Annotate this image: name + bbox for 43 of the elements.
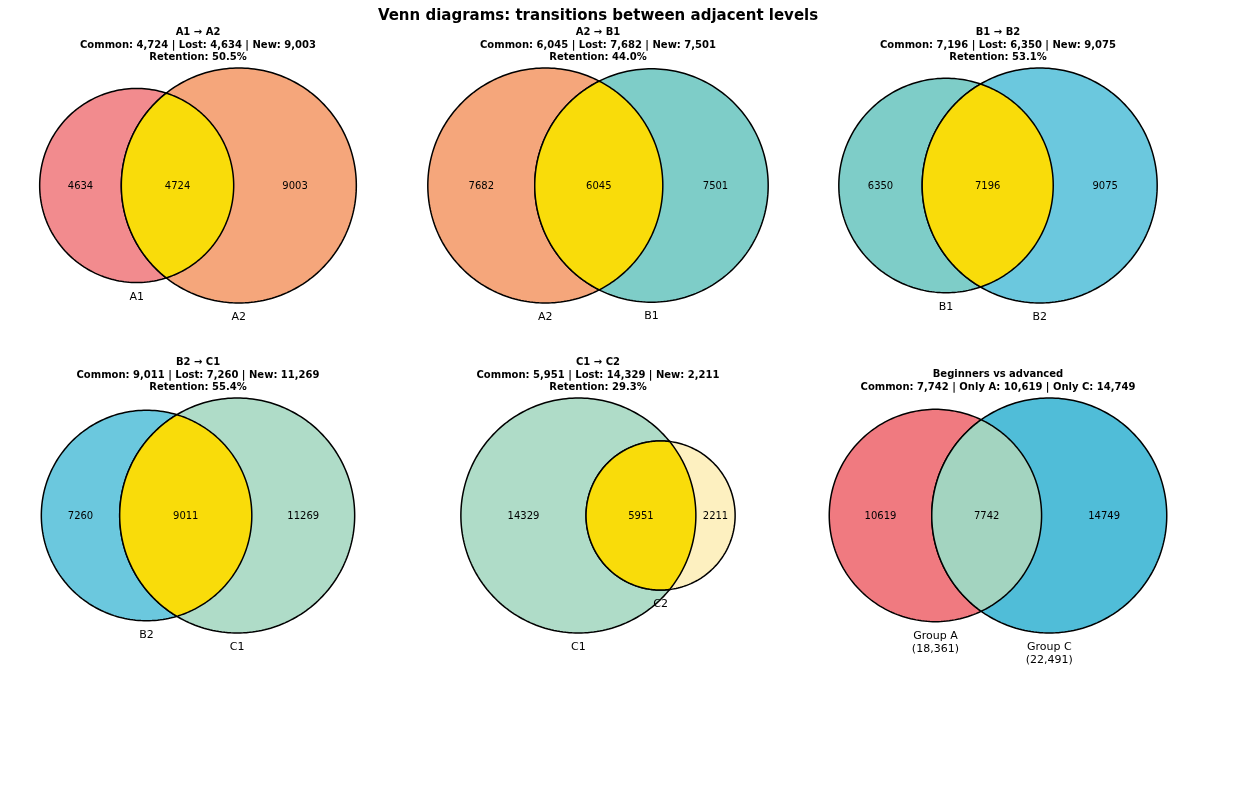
data-label: 10619 <box>864 509 897 521</box>
data-label: 7260 <box>67 509 94 521</box>
data-label: 9003 <box>282 179 308 191</box>
data-label: 7682 <box>468 179 494 191</box>
text: C1 → C2 <box>576 356 621 367</box>
text: Group A (18,361) <box>911 628 959 655</box>
data-label: 11269 <box>287 509 320 521</box>
text: B2 <box>1032 310 1047 323</box>
text: C1 <box>571 640 586 653</box>
data-label: 9075 <box>1092 179 1118 191</box>
data-label: 7501 <box>702 179 729 191</box>
data-label: 7742 <box>973 509 1000 521</box>
text: B1 → B2 <box>975 26 1021 37</box>
text: Beginners vs advanced <box>932 368 1064 379</box>
text: Common: 4,724 | Lost: 4,634 | New: 9,003 Retention: 50.5% <box>80 39 317 62</box>
data-label: 6045 <box>586 179 612 191</box>
text: B2 <box>139 627 154 641</box>
data-label: 7196 <box>974 179 1001 191</box>
data-label: 6350 <box>867 179 894 191</box>
text: Common: 9,011 | Lost: 7,260 | New: 11,269 Retention: 55.4% <box>76 369 320 392</box>
data-label: 4724 <box>164 179 191 191</box>
text: A2 <box>231 310 247 323</box>
text: A1 <box>129 289 144 303</box>
text: Common: 7,742 | Only A: 10,619 | Only C: 14,749 <box>860 381 1136 393</box>
data-label: 5951 <box>628 509 654 521</box>
text: Group C (22,491) <box>1025 640 1073 666</box>
text: Common: 7,196 | Lost: 6,350 | New: 9,075 Retention: 53.1% <box>880 39 1117 62</box>
text: A1 → A2 <box>175 26 221 37</box>
text: A2 → B1 <box>575 26 621 37</box>
text: A2 <box>538 310 553 323</box>
data-label: 4634 <box>67 179 94 191</box>
text: Common: 6,045 | Lost: 7,682 | New: 7,501 Retention: 44.0% <box>480 39 717 62</box>
data-label: 14749 <box>1088 509 1121 521</box>
text: B1 <box>938 299 954 313</box>
data-label: 2211 <box>702 509 729 521</box>
text: B2 → C1 <box>175 356 221 367</box>
text: Venn diagrams: transitions between adjacent levels <box>377 6 819 24</box>
text: C1 <box>229 640 245 653</box>
text: B1 <box>644 309 659 323</box>
text: Common: 5,951 | Lost: 14,329 | New: 2,211 Retention: 29.3% <box>476 369 720 392</box>
data-label: 14329 <box>507 509 540 521</box>
text: C2 <box>653 597 668 611</box>
data-label: 9011 <box>173 509 199 521</box>
